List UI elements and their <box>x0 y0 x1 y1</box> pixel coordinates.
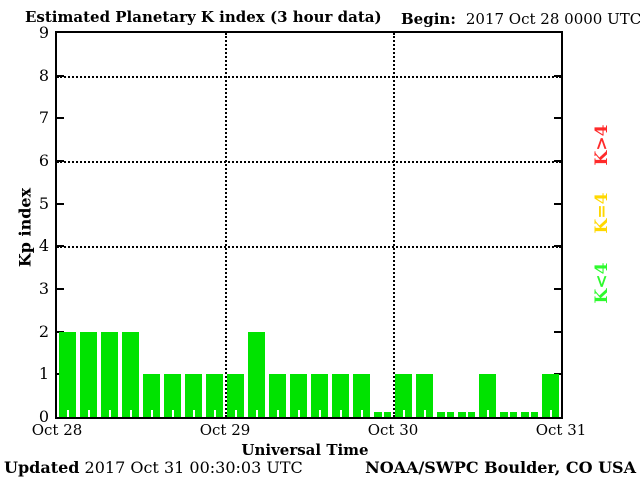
kp-bar-13 <box>332 374 349 417</box>
dayline-oct-29 <box>225 33 227 417</box>
right-axis-tick-2 <box>554 330 561 333</box>
right-axis-tick-7 <box>554 117 561 120</box>
chart-title: Estimated Planetary K index (3 hour data… <box>25 8 382 26</box>
x-axis-tick-notch <box>255 410 258 417</box>
x-axis-tick-notch <box>549 410 552 417</box>
kp-bar-9 <box>248 332 265 417</box>
updated-value: 2017 Oct 31 00:30:03 UTC <box>84 458 303 477</box>
kp-bar-18 <box>437 410 454 417</box>
kp-bar-21 <box>500 410 517 417</box>
x-axis-tick-notch <box>381 410 384 417</box>
kp-bar-20 <box>479 374 496 417</box>
y-tick-label-9: 9 <box>38 23 49 42</box>
kp-bar-14 <box>353 374 370 417</box>
plot-area <box>55 31 563 419</box>
x-axis-tick-notch <box>150 410 153 417</box>
x-axis-tick-notch <box>234 410 237 417</box>
right-axis-tick-8 <box>554 74 561 77</box>
kp-bar-17 <box>416 374 433 417</box>
x-axis-tick-notch <box>465 410 468 417</box>
x-axis-tick-notch <box>444 410 447 417</box>
kp-bar-19 <box>458 410 475 417</box>
y-tick-label-4: 4 <box>38 236 49 256</box>
x-axis-tick-notch <box>507 410 510 417</box>
kp-bar-15 <box>374 410 391 417</box>
x-axis-tick-notch <box>402 410 405 417</box>
x-day-label-oct-29: Oct 29 <box>199 421 251 439</box>
left-axis-tick-4 <box>57 245 64 248</box>
y-tick-label-3: 3 <box>38 279 49 298</box>
x-axis-tick-notch <box>360 410 363 417</box>
x-axis-tick-notch <box>213 410 216 417</box>
source-credit: NOAA/SWPC Boulder, CO USA <box>365 458 636 477</box>
x-axis-tick-notch <box>87 410 90 417</box>
gridline-kp-6 <box>57 161 561 163</box>
x-axis-tick-notch <box>276 410 279 417</box>
kp-bar-12 <box>311 374 328 417</box>
begin-value: 2017 Oct 28 0000 UTC <box>465 10 640 28</box>
y-tick-label-7: 7 <box>38 108 49 128</box>
right-axis-tick-5 <box>554 202 561 205</box>
gridline-kp-8 <box>57 75 561 78</box>
y-tick-label-0: 0 <box>38 407 49 426</box>
kp-bar-5 <box>164 374 181 417</box>
legend-item-k4: K<4 <box>592 262 612 304</box>
kp-bar-10 <box>269 374 286 417</box>
kp-bar-0 <box>59 332 76 417</box>
y-tick-label-8: 8 <box>38 65 49 85</box>
kp-bar-3 <box>122 332 139 417</box>
kp-bar-23 <box>542 374 559 417</box>
kp-bar-11 <box>290 374 307 417</box>
kp-bar-4 <box>143 374 160 417</box>
left-axis-tick-3 <box>57 288 64 290</box>
x-axis-tick-notch <box>528 410 531 417</box>
left-axis-tick-2 <box>57 330 64 333</box>
x-axis-tick-notch <box>423 410 426 417</box>
updated-label: Updated <box>4 458 80 477</box>
kp-bar-6 <box>185 374 202 417</box>
x-axis-tick-notch <box>129 410 132 417</box>
dayline-oct-30 <box>393 33 395 417</box>
kp-bar-7 <box>206 374 223 417</box>
y-tick-label-1: 1 <box>38 364 49 384</box>
x-day-label-oct-30: Oct 30 <box>367 421 419 439</box>
x-axis-tick-notch <box>66 410 69 417</box>
legend-item-k4: K=4 <box>592 192 612 234</box>
right-axis-tick-3 <box>554 288 561 290</box>
x-axis-tick-notch <box>171 410 174 417</box>
kp-bar-2 <box>101 332 118 417</box>
x-day-label-oct-28: Oct 28 <box>31 421 83 439</box>
right-axis-tick-6 <box>554 160 561 162</box>
x-axis-title: Universal Time <box>241 441 369 459</box>
left-axis-tick-6 <box>57 160 64 162</box>
y-tick-label-2: 2 <box>38 321 49 341</box>
updated-timestamp: Updated 2017 Oct 31 00:30:03 UTC <box>4 458 303 477</box>
left-axis-tick-5 <box>57 202 64 205</box>
kp-bar-1 <box>80 332 97 417</box>
x-axis-tick-notch <box>486 410 489 417</box>
x-axis-tick-notch <box>339 410 342 417</box>
kp-bar-16 <box>395 374 412 417</box>
kp-bar-22 <box>521 410 538 417</box>
right-axis-tick-4 <box>554 245 561 248</box>
x-axis-tick-notch <box>318 410 321 417</box>
y-tick-label-6: 6 <box>38 151 49 170</box>
y-tick-label-5: 5 <box>38 193 49 213</box>
kp-bar-8 <box>227 374 244 417</box>
x-day-label-oct-31: Oct 31 <box>535 421 587 439</box>
left-axis-tick-7 <box>57 117 64 120</box>
x-axis-tick-notch <box>192 410 195 417</box>
begin-label: Begin: <box>401 10 456 28</box>
x-axis-tick-notch <box>297 410 300 417</box>
gridline-kp-4 <box>57 246 561 249</box>
left-axis-tick-8 <box>57 74 64 77</box>
legend-item-k4: K>4 <box>592 124 612 166</box>
begin-timestamp: Begin: 2017 Oct 28 0000 UTC <box>401 10 640 28</box>
x-axis-tick-notch <box>108 410 111 417</box>
